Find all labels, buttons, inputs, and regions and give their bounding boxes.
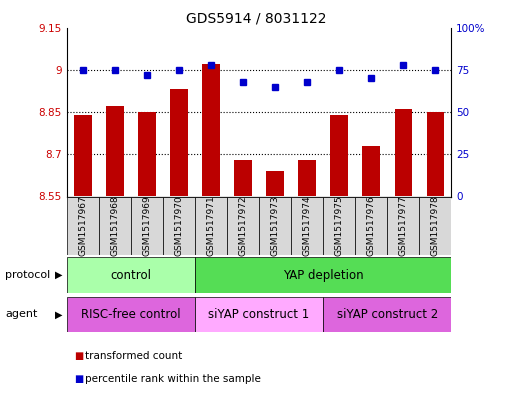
Bar <box>387 196 420 255</box>
Bar <box>74 115 91 196</box>
Bar <box>195 257 451 293</box>
Text: GSM1517972: GSM1517972 <box>239 196 248 256</box>
Text: GSM1517974: GSM1517974 <box>303 196 312 256</box>
Bar <box>299 160 316 196</box>
Bar <box>202 64 220 196</box>
Bar <box>363 146 380 196</box>
Text: ■: ■ <box>74 351 84 361</box>
Text: siYAP construct 2: siYAP construct 2 <box>337 308 438 321</box>
Text: GSM1517977: GSM1517977 <box>399 196 408 256</box>
Text: agent: agent <box>5 309 37 320</box>
Bar <box>195 297 323 332</box>
Text: GSM1517969: GSM1517969 <box>142 196 151 256</box>
Bar <box>106 107 124 196</box>
Bar <box>234 160 252 196</box>
Text: GSM1517978: GSM1517978 <box>431 196 440 256</box>
Text: GSM1517967: GSM1517967 <box>78 196 87 256</box>
Text: control: control <box>110 268 151 282</box>
Text: GSM1517971: GSM1517971 <box>206 196 215 256</box>
Bar <box>227 196 259 255</box>
Bar <box>195 196 227 255</box>
Text: ■: ■ <box>74 374 84 384</box>
Text: protocol: protocol <box>5 270 50 280</box>
Bar <box>67 196 98 255</box>
Text: ▶: ▶ <box>55 309 63 320</box>
Bar <box>170 90 188 196</box>
Bar <box>291 196 323 255</box>
Bar <box>427 112 444 196</box>
Bar <box>67 297 195 332</box>
Text: percentile rank within the sample: percentile rank within the sample <box>85 374 261 384</box>
Text: GSM1517968: GSM1517968 <box>110 196 120 256</box>
Bar <box>323 196 355 255</box>
Text: ▶: ▶ <box>55 270 63 280</box>
Bar <box>131 196 163 255</box>
Bar <box>98 196 131 255</box>
Bar <box>420 196 451 255</box>
Text: RISC-free control: RISC-free control <box>81 308 181 321</box>
Bar <box>394 109 412 196</box>
Text: YAP depletion: YAP depletion <box>283 268 364 282</box>
Text: GDS5914 / 8031122: GDS5914 / 8031122 <box>186 12 327 26</box>
Bar <box>323 297 451 332</box>
Text: transformed count: transformed count <box>85 351 182 361</box>
Text: GSM1517975: GSM1517975 <box>334 196 344 256</box>
Text: GSM1517973: GSM1517973 <box>270 196 280 256</box>
Text: GSM1517976: GSM1517976 <box>367 196 376 256</box>
Bar <box>138 112 155 196</box>
Text: siYAP construct 1: siYAP construct 1 <box>208 308 310 321</box>
Bar <box>67 257 195 293</box>
Bar <box>355 196 387 255</box>
Bar <box>330 115 348 196</box>
Bar <box>163 196 195 255</box>
Bar <box>259 196 291 255</box>
Bar <box>266 171 284 196</box>
Text: GSM1517970: GSM1517970 <box>174 196 184 256</box>
